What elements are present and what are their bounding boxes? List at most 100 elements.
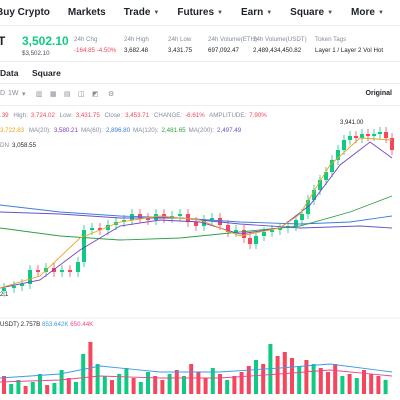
indicators-icon[interactable]: ▦ (50, 91, 57, 98)
nav-trade[interactable]: Trade ▼ (123, 7, 160, 18)
volume-bar (246, 366, 251, 394)
candle-body (226, 225, 230, 232)
volume-bar (110, 380, 114, 394)
candle-body (242, 230, 246, 238)
volume-bar (326, 372, 330, 394)
candle-body (2, 288, 6, 291)
symbol-name[interactable]: T (0, 34, 5, 48)
volume-bar (160, 380, 165, 394)
nav-futures[interactable]: Futures ▼ (177, 7, 223, 18)
candle-body (354, 136, 358, 138)
nav-markets[interactable]: Markets (67, 7, 106, 18)
chart-type-original[interactable]: Original (365, 90, 392, 97)
candle-body (342, 140, 346, 150)
layout-icon[interactable]: ◫ (78, 91, 85, 98)
candle-body (312, 190, 316, 200)
settings-gear-icon[interactable]: ⚙ (108, 91, 115, 98)
volume-bar (38, 374, 42, 394)
candle-body (294, 220, 298, 226)
interval-dropdown-icon[interactable]: ▾ (22, 91, 26, 98)
volume-bar (354, 378, 359, 394)
volume-ma-line-1 (0, 363, 393, 379)
candlestick-chart[interactable]: 3,941.00 2,1 (0, 106, 400, 396)
stat-5: Token Tags Layer 1 / Layer 2 Vol Hot (315, 36, 384, 54)
volume-bar (340, 376, 345, 394)
volume-bar (174, 370, 179, 394)
volume-bar (52, 383, 57, 394)
candle-body (98, 228, 102, 230)
nav-earn[interactable]: Earn ▼ (240, 7, 273, 18)
ohlc-legend: .39 High: 3,724.02 Low: 3,431.75 Close: 3,4… (0, 112, 267, 119)
ohlc-high: 3,724.02 (30, 112, 55, 119)
candle-body (68, 270, 72, 272)
volume-bar (225, 380, 230, 394)
ma-legend: 3,722.83 MA(20): 3,580.21 MA(60): 2,896.80 M… (0, 127, 242, 134)
volume-bar (102, 376, 107, 394)
candlestick-type-icon[interactable]: ▥ (36, 91, 43, 98)
candle-body (248, 238, 252, 244)
ticker-header: T 3,502.10 $3,502.10 24h Chg-164.85 -4.5… (0, 26, 400, 62)
volume-bar (2, 376, 6, 394)
volume-bar (318, 368, 323, 394)
candle-body (82, 230, 86, 262)
volume-bar (117, 374, 122, 394)
stat-3: 24h Volume(ETH) 697,092.47 (208, 36, 258, 54)
volume-bar (167, 374, 172, 394)
candle-body (366, 134, 370, 136)
volume-bar (282, 352, 287, 394)
volume-bar (275, 356, 280, 394)
ma-value-0: 3,580.21 (53, 127, 78, 134)
candle-body (90, 228, 94, 230)
volume-bar (369, 374, 374, 394)
candle-body (360, 134, 364, 138)
candle-body (378, 132, 382, 134)
ma-value-1: 2,896.80 (105, 127, 131, 134)
volume-bar (290, 358, 294, 394)
volume-bar (9, 384, 14, 394)
volume-label: USDT) (0, 321, 19, 328)
interval-1w[interactable]: 1W (8, 90, 19, 97)
drawing-tools-icon[interactable]: ▤ (64, 91, 71, 98)
volume-bar (203, 378, 208, 394)
ma-value-3: 2,497.49 (217, 127, 242, 134)
volume-bar (95, 364, 100, 394)
stat-1: 24h High 3,682.48 (124, 36, 149, 54)
volume-bar (74, 382, 78, 394)
candle-body (28, 270, 32, 284)
candle-body (324, 172, 328, 180)
volume-ma-line-2 (0, 369, 393, 383)
volume-bar (16, 380, 21, 394)
compare-icon[interactable]: ◩ (92, 91, 99, 98)
volume-bar (153, 376, 158, 394)
candle-body (36, 270, 40, 272)
interval-1d[interactable]: D (0, 90, 6, 97)
candle-body (146, 218, 150, 220)
nav-square[interactable]: Square ▼ (290, 7, 334, 18)
tab-square[interactable]: Square (32, 68, 61, 78)
tab-data[interactable]: Data (0, 68, 19, 78)
stat-0: 24h Chg -164.85 -4.50% (74, 36, 117, 54)
volume-bar (362, 370, 366, 394)
nav-more[interactable]: More ▼ (351, 7, 384, 18)
top-navigation: Buy Crypto Markets Trade ▼ Futures ▼ Earn ▼ Squa… (0, 0, 400, 26)
candle-body (318, 180, 322, 190)
last-price: 3,502.10 (22, 34, 69, 48)
volume-bar (333, 364, 338, 394)
nav-buy-crypto[interactable]: Buy Crypto (0, 7, 50, 18)
last-price-usd: $3,502.10 (22, 50, 50, 57)
volume-legend: USDT) 2.757B 853.642K 650.44K (0, 321, 400, 328)
volume-bar (347, 374, 352, 394)
volume-bar (124, 368, 129, 394)
volume-bar (189, 364, 194, 394)
stat-2: 24h Low 3,431.75 (168, 36, 193, 54)
volume-bar (297, 366, 302, 394)
volume-bar (66, 378, 71, 394)
chevron-down-icon: ▼ (327, 9, 334, 16)
low-price-marker: 2,1 (0, 292, 9, 298)
high-price-marker: 3,941.00 (340, 120, 364, 126)
chevron-down-icon: ▼ (377, 9, 384, 16)
ma200-line (0, 211, 393, 229)
volume-bar (210, 368, 215, 394)
chevron-down-icon: ▼ (217, 9, 223, 16)
ohlc-change: -6.61% (185, 112, 205, 119)
